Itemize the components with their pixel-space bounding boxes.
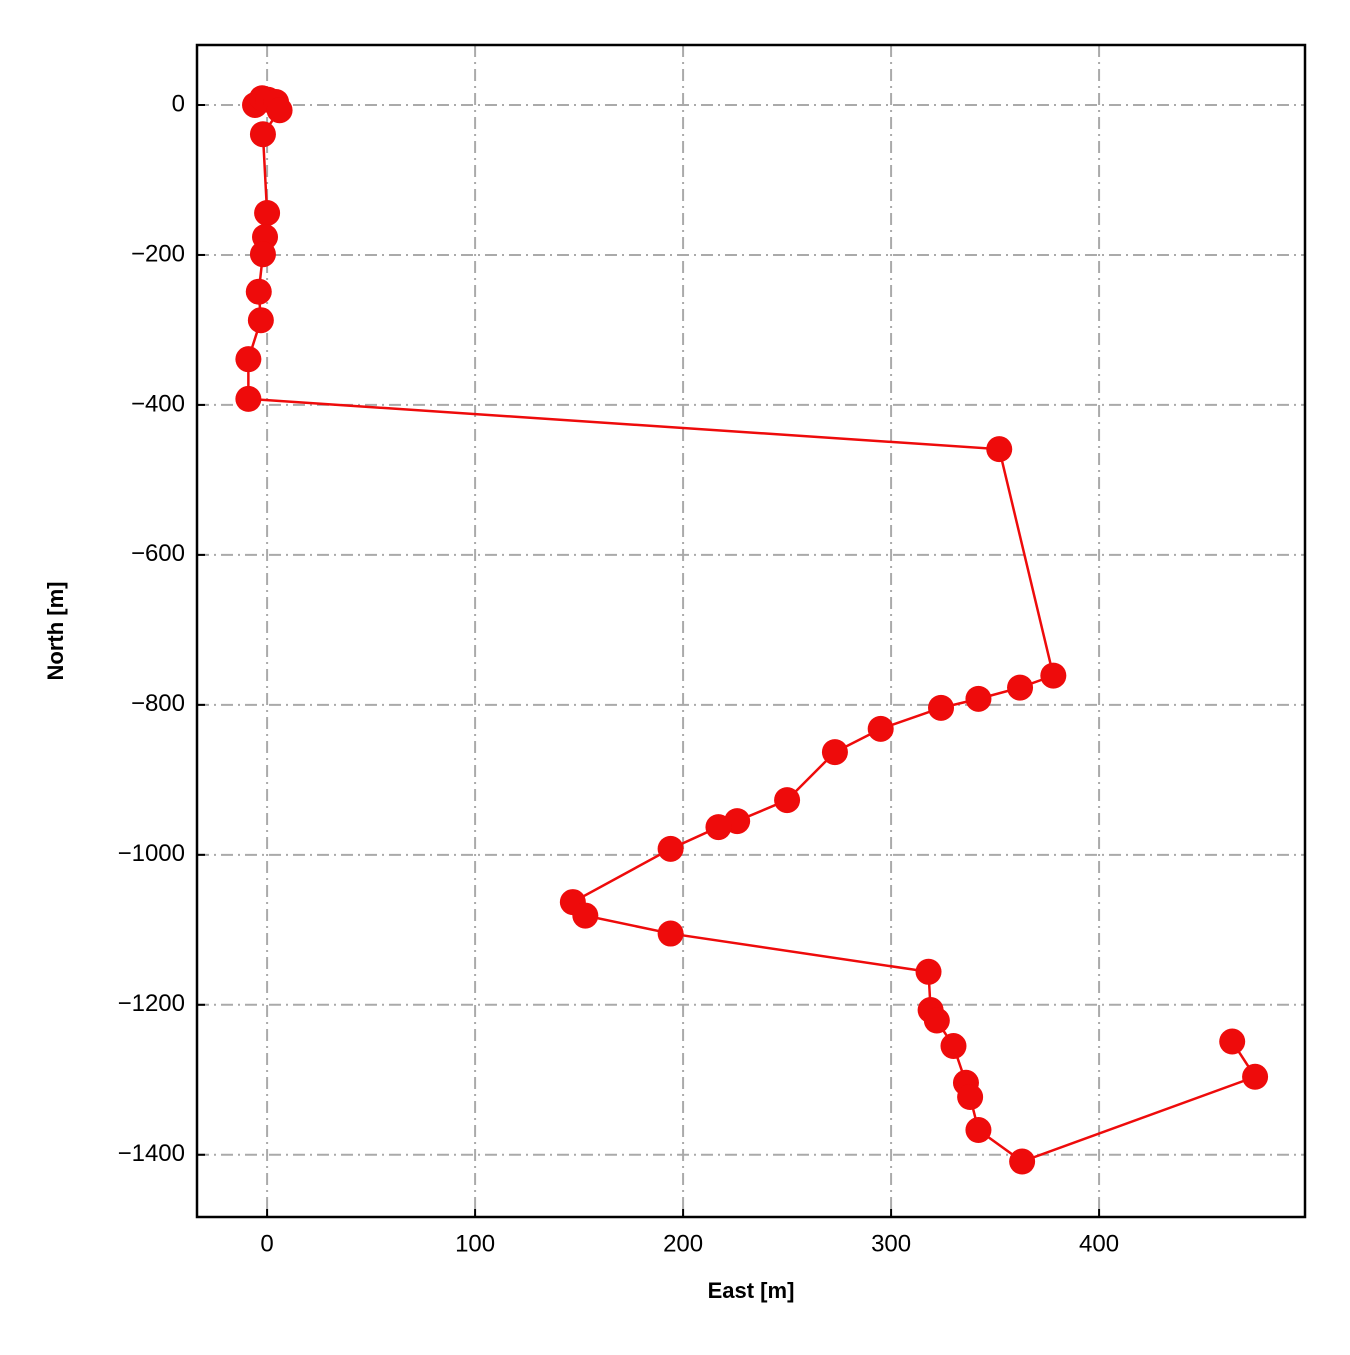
track-point: [705, 814, 732, 841]
track-point: [923, 1007, 950, 1034]
y-tick-label: −1200: [118, 990, 185, 1017]
y-axis-label: North [m]: [43, 582, 68, 681]
track-point: [247, 307, 274, 334]
track-point: [1007, 674, 1034, 701]
track-point: [965, 1117, 992, 1144]
track-point: [965, 685, 992, 712]
track-point: [235, 385, 262, 412]
track-point: [1242, 1063, 1269, 1090]
x-tick-label: 100: [455, 1230, 495, 1257]
x-axis-label: East [m]: [708, 1278, 795, 1303]
y-tick-label: −400: [131, 390, 185, 417]
track-point: [940, 1033, 967, 1060]
track-point: [1040, 662, 1067, 689]
track-point: [928, 694, 955, 721]
track-point: [957, 1084, 984, 1111]
y-tick-label: −600: [131, 540, 185, 567]
track-point: [915, 958, 942, 985]
track-point: [572, 902, 599, 929]
track-point: [867, 715, 894, 742]
y-tick-label: −1400: [118, 1140, 185, 1167]
track-point: [657, 920, 684, 947]
x-tick-label: 200: [663, 1230, 703, 1257]
track-point: [249, 241, 276, 268]
track-point: [821, 739, 848, 766]
y-tick-label: 0: [172, 90, 185, 117]
track-point: [1219, 1028, 1246, 1055]
track-point: [266, 97, 293, 124]
track-point: [1009, 1148, 1036, 1175]
track-point: [657, 835, 684, 862]
track-point: [245, 278, 272, 305]
track-point: [986, 436, 1013, 463]
track-point: [774, 787, 801, 814]
x-tick-label: 300: [871, 1230, 911, 1257]
y-tick-label: −800: [131, 690, 185, 717]
x-tick-label: 400: [1079, 1230, 1119, 1257]
plot-frame: [195, 43, 1307, 1219]
track-point: [235, 346, 262, 373]
track-point: [254, 199, 281, 226]
y-tick-label: −200: [131, 240, 185, 267]
x-tick-label: 0: [260, 1230, 273, 1257]
track-point: [249, 121, 276, 148]
y-tick-label: −1000: [118, 840, 185, 867]
